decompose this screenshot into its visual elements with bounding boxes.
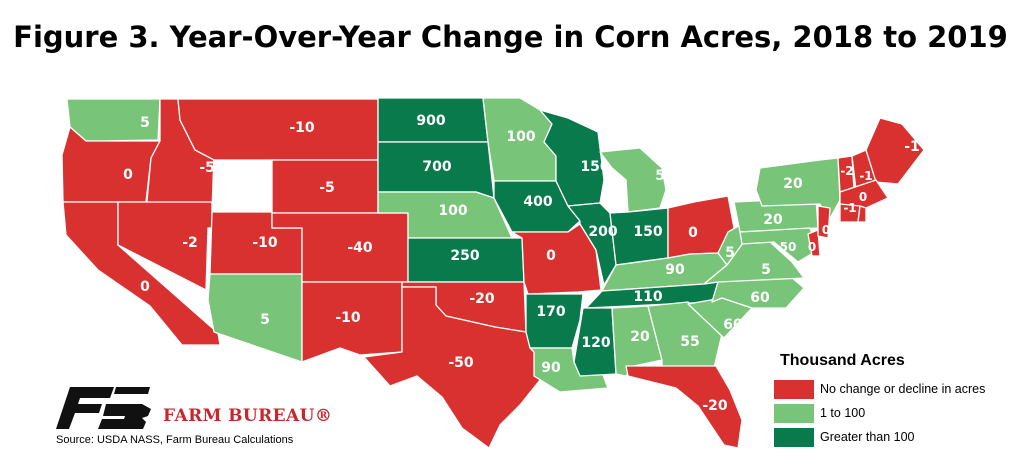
- state-label-ar: 170: [536, 304, 565, 320]
- state-label-in: 150: [633, 224, 662, 240]
- state-ms: [573, 307, 617, 377]
- state-mo: [511, 223, 602, 295]
- state-label-ma: 0: [859, 190, 867, 204]
- state-ar: [525, 293, 584, 349]
- state-label-oh: 0: [688, 225, 698, 241]
- state-label-ut: -10: [252, 235, 278, 251]
- state-label-nv: -2: [182, 235, 198, 251]
- state-label-nd: 900: [416, 113, 445, 129]
- farm-bureau-brand: FARM BUREAU®: [163, 406, 333, 426]
- state-ri: [857, 205, 867, 223]
- state-label-ny: 20: [783, 176, 803, 192]
- state-label-vt: -2: [840, 164, 853, 178]
- state-fl: [625, 365, 743, 449]
- state-label-ne: 100: [438, 203, 467, 219]
- state-label-mt: -10: [289, 120, 315, 136]
- state-label-ky: 90: [665, 262, 685, 278]
- state-label-va: 5: [761, 262, 771, 278]
- state-label-fl: -20: [702, 398, 728, 414]
- state-label-al: 20: [630, 329, 650, 345]
- state-label-az: 5: [260, 312, 270, 328]
- state-nv: [117, 201, 213, 291]
- state-ma: [839, 179, 889, 209]
- legend-swatch-decline: [774, 379, 814, 399]
- state-label-mo: 0: [546, 248, 556, 264]
- state-label-or: 0: [123, 167, 133, 183]
- legend: Thousand Acres No change or decline in a…: [774, 352, 1019, 451]
- state-de: [807, 229, 821, 257]
- state-label-md: 50: [780, 240, 797, 254]
- state-label-tn: 110: [633, 289, 662, 305]
- state-label-ct: -1: [843, 201, 856, 215]
- state-label-ok: -20: [469, 291, 495, 307]
- state-label-mn: 100: [506, 129, 535, 145]
- state-tx: [363, 286, 541, 449]
- state-label-co: -40: [347, 240, 373, 256]
- state-label-la: 90: [541, 360, 561, 376]
- legend-label-low: 1 to 100: [820, 406, 866, 420]
- legend-swatch-high: [774, 427, 814, 447]
- farm-bureau-logo-icon: [56, 387, 151, 429]
- legend-label-decline: No change or decline in acres: [820, 382, 986, 396]
- legend-label-high: Greater than 100: [820, 430, 915, 444]
- state-label-nh: -1: [859, 169, 872, 183]
- state-label-pa: 20: [763, 212, 783, 228]
- state-mi: [599, 147, 667, 213]
- legend-item-high: Greater than 100: [774, 427, 1019, 447]
- state-label-sc: 60: [723, 317, 743, 333]
- state-label-nm: -10: [335, 310, 361, 326]
- state-label-tx: -50: [448, 355, 474, 371]
- state-label-id: -50: [199, 160, 225, 176]
- state-az: [207, 273, 303, 363]
- state-label-ca: 0: [140, 279, 150, 295]
- map-title: Figure 3. Year-Over-Year Change in Corn …: [13, 20, 1008, 54]
- state-label-ga: 55: [680, 334, 699, 350]
- state-label-wy: -5: [319, 180, 335, 196]
- state-label-de: 0: [808, 240, 816, 254]
- legend-item-decline: No change or decline in acres: [774, 379, 1019, 399]
- state-label-ms: 120: [581, 335, 610, 351]
- state-label-mi: 50: [655, 168, 675, 184]
- state-la: [529, 347, 609, 393]
- state-il: [567, 202, 617, 286]
- state-label-nc: 60: [750, 290, 770, 306]
- state-label-nj: 0: [822, 223, 830, 237]
- state-label-ks: 250: [450, 248, 479, 264]
- legend-item-low: 1 to 100: [774, 403, 1019, 423]
- state-mt: [177, 98, 379, 161]
- state-label-wv: 5: [725, 245, 735, 261]
- state-label-il: 200: [588, 224, 617, 240]
- state-nj: [817, 205, 831, 239]
- state-label-sd: 700: [422, 159, 451, 175]
- legend-swatch-low: [774, 403, 814, 423]
- state-label-ia: 400: [523, 194, 552, 210]
- legend-title: Thousand Acres: [780, 352, 905, 369]
- state-md: [739, 227, 819, 263]
- source-note: Source: USDA NASS, Farm Bureau Calculati…: [56, 434, 294, 446]
- state-label-wa: 5: [140, 115, 150, 131]
- state-label-wi: 150: [580, 159, 609, 175]
- state-label-me: -1: [904, 139, 920, 155]
